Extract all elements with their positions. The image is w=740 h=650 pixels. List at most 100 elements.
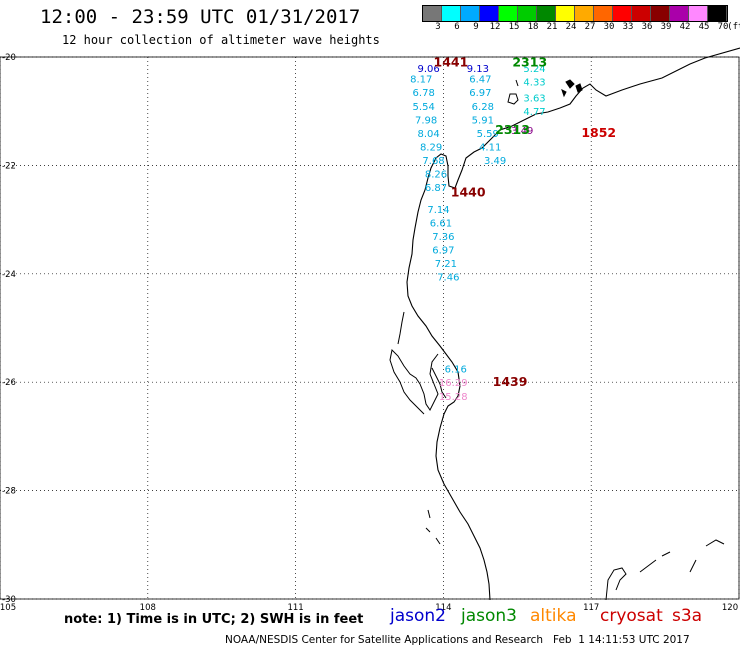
coastline-mainland bbox=[406, 47, 740, 601]
scale-swatch bbox=[632, 6, 651, 21]
observation-layer: 9.068.17 6.78 5.54 7.98 8.04 8.29 7.68 8.26 6.87… bbox=[410, 64, 546, 403]
scale-label: 42 bbox=[679, 22, 691, 32]
satellite-s3a: s3a bbox=[672, 606, 703, 626]
wave-height-value: 7.68 bbox=[422, 156, 444, 167]
map-subtitle: 12 hour collection of altimeter wave hei… bbox=[62, 33, 380, 47]
map-title: 12:00 - 23:59 UTC 01/31/2017 bbox=[40, 6, 361, 28]
lon-tick-label: 120 bbox=[722, 603, 738, 613]
island-barrow bbox=[507, 93, 519, 105]
lat-tick-label: -28 bbox=[2, 487, 16, 497]
scale-swatch bbox=[461, 6, 480, 21]
wave-height-value: 7.21 bbox=[435, 259, 457, 270]
pass-label-layer: 1441 2313 2313 1852 1440 1439 bbox=[434, 54, 617, 389]
island-dirk-hartog bbox=[397, 311, 405, 345]
lat-tick-label: -22 bbox=[2, 161, 16, 171]
wave-height-value: 8.04 bbox=[417, 129, 439, 140]
scale-swatch bbox=[594, 6, 613, 21]
wave-height-value: 6.28 bbox=[472, 102, 494, 113]
scale-swatch bbox=[442, 6, 461, 21]
coastline-south-bay bbox=[605, 539, 725, 601]
pass-time-label: 1440 bbox=[451, 185, 486, 200]
scale-label: 6 bbox=[454, 22, 460, 32]
scale-label: 12 bbox=[489, 22, 501, 32]
lon-tick-label: 111 bbox=[287, 603, 303, 613]
scale-swatch bbox=[708, 6, 727, 21]
satellite-altika: altika bbox=[530, 606, 577, 626]
lon-tick-label: 114 bbox=[435, 603, 451, 613]
wave-height-value: 6.87 bbox=[425, 183, 447, 194]
scale-label: 45 bbox=[698, 22, 710, 32]
scale-label: 70 bbox=[717, 22, 729, 32]
scale-label: 24 bbox=[565, 22, 577, 32]
islands-dampier bbox=[561, 79, 583, 98]
wave-height-value: 6.16 bbox=[445, 365, 467, 376]
scale-label: 30 bbox=[603, 22, 615, 32]
pass-time-label: 2313 bbox=[512, 54, 547, 69]
wave-height-value: 7.46 bbox=[437, 273, 459, 284]
scale-swatch bbox=[499, 6, 518, 21]
satellite-cryosat: cryosat bbox=[600, 606, 663, 626]
scale-swatch bbox=[575, 6, 594, 21]
scale-swatch bbox=[518, 6, 537, 21]
scale-label: 39 bbox=[660, 22, 672, 32]
scale-label: 21 bbox=[546, 22, 558, 32]
wave-height-value: 5.59 bbox=[477, 129, 499, 140]
wave-height-value: 3.49 bbox=[484, 156, 506, 167]
scale-label: 36 bbox=[641, 22, 653, 32]
wave-height-value: 3.63 bbox=[523, 94, 545, 105]
pass-time-label: 2313 bbox=[495, 122, 530, 137]
wave-height-value: 8.26 bbox=[425, 170, 447, 181]
scale-label: 15 bbox=[508, 22, 520, 32]
satellite-jason3: jason3 bbox=[461, 606, 517, 626]
wave-height-value: 8.29 bbox=[420, 142, 442, 153]
wave-height-value: 8.17 bbox=[410, 75, 432, 86]
wave-height-value: 6.97 bbox=[432, 245, 454, 256]
pass-time-label: 1439 bbox=[493, 374, 528, 389]
scale-swatch bbox=[556, 6, 575, 21]
pass-time-label: 1441 bbox=[434, 54, 469, 69]
wave-height-value: 4.77 bbox=[523, 107, 545, 118]
scale-swatch bbox=[651, 6, 670, 21]
scale-unit: (ft) bbox=[727, 22, 740, 32]
wave-height-value: 6.61 bbox=[430, 218, 452, 229]
lon-tick-label: 117 bbox=[583, 603, 599, 613]
map-frame bbox=[0, 56, 740, 600]
credit-line: NOAA/NESDIS Center for Satellite Applica… bbox=[225, 634, 690, 646]
wave-height-value: 7.36 bbox=[432, 232, 454, 243]
lon-tick-label: 108 bbox=[140, 603, 156, 613]
wave-height-value: 15.28 bbox=[439, 392, 468, 403]
wave-height-value: 4.11 bbox=[479, 142, 501, 153]
wave-height-value: 5.54 bbox=[413, 102, 435, 113]
wave-height-value: 16.29 bbox=[439, 378, 468, 389]
footer-note: note: 1) Time is in UTC; 2) SWH is in fe… bbox=[64, 612, 364, 627]
scale-swatch bbox=[423, 6, 442, 21]
wave-height-value: 7.14 bbox=[427, 205, 449, 216]
scale-label: 3 bbox=[435, 22, 441, 32]
lat-tick-label: -20 bbox=[2, 53, 16, 63]
lat-tick-label: -30 bbox=[2, 595, 16, 605]
scale-label: 18 bbox=[527, 22, 539, 32]
scale-swatch bbox=[480, 6, 499, 21]
wave-height-value: 6.78 bbox=[413, 88, 435, 99]
lon-tick-label: 105 bbox=[0, 603, 16, 613]
coastline-peron-peninsula bbox=[431, 367, 447, 399]
color-scale-bar bbox=[422, 5, 728, 22]
wave-height-value: 9.06 bbox=[417, 64, 439, 75]
coastline bbox=[389, 47, 740, 601]
lat-tick-label: -26 bbox=[2, 378, 16, 388]
wave-height-value: 6.47 bbox=[469, 75, 491, 86]
wave-height-value: 6.97 bbox=[469, 88, 491, 99]
lat-tick-label: -24 bbox=[2, 270, 16, 280]
pass-time-label: 1852 bbox=[581, 125, 616, 140]
scale-swatch bbox=[670, 6, 689, 21]
wave-height-value: 5.24 bbox=[523, 64, 545, 75]
island-small-1 bbox=[515, 79, 519, 87]
wave-height-value: 3.49 bbox=[511, 126, 533, 137]
islands-abrolhos bbox=[425, 509, 441, 545]
wave-height-value: 5.91 bbox=[472, 115, 494, 126]
coastline-shark-bay bbox=[389, 348, 439, 415]
satellite-jason2: jason2 bbox=[390, 606, 446, 626]
map-grid: 105 108 111 114 117 120 -20 -22 -24 -26 -28 -30 bbox=[0, 53, 740, 613]
